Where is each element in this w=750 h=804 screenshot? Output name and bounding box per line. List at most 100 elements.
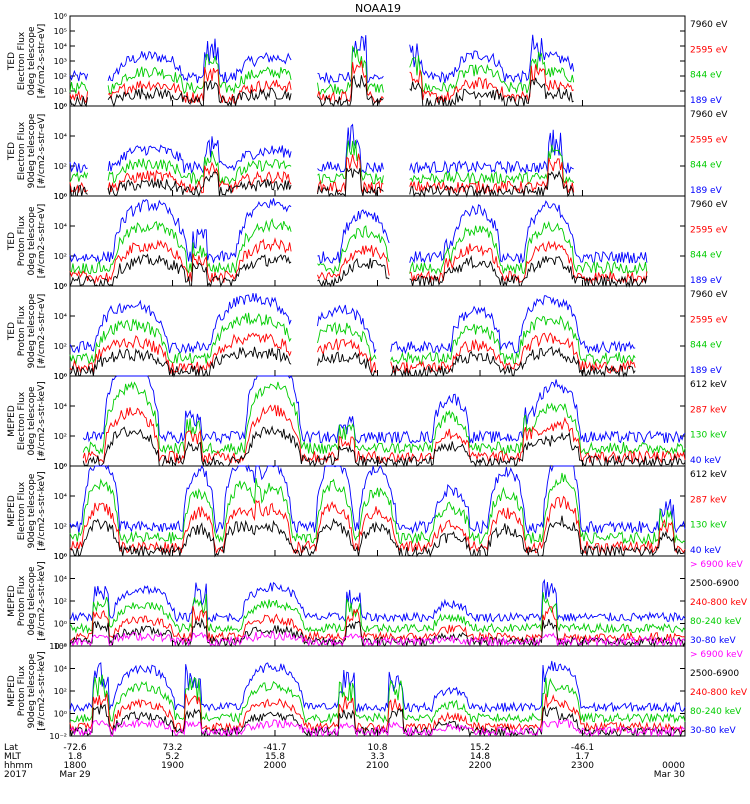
ytick-label: 10⁶ — [54, 372, 67, 381]
legend-label: 189 eV — [690, 366, 723, 376]
ytick-label: 10³ — [54, 57, 67, 66]
ytick-label: 10⁴ — [54, 312, 67, 321]
legend-label: 189 eV — [690, 96, 723, 106]
series-trace — [69, 237, 648, 285]
xaxis-hhmm: 0000 — [662, 761, 685, 771]
ylabel-line: [#/cm2-s-str-keV] — [37, 561, 47, 640]
panel-frame — [69, 195, 686, 287]
ytick-label: 10⁴ — [54, 665, 67, 674]
xaxis-mlt: 1.8 — [68, 752, 83, 762]
ytick-label: 10⁰ — [54, 620, 67, 629]
ytick-label: 10² — [54, 72, 67, 81]
legend-label: 7960 eV — [690, 20, 728, 30]
panel-6: 10⁰ 10² 10⁴ 10⁶ MEPED Electron Flux 90deg tele… — [7, 462, 727, 561]
series-trace — [69, 153, 575, 194]
legend-label: 287 keV — [690, 405, 727, 415]
series-trace — [82, 375, 686, 445]
ylabel-line: Electron Flux — [17, 391, 27, 450]
legend-label: 2595 eV — [690, 225, 728, 235]
ylabel-line: Electron Flux — [17, 481, 27, 540]
legend-label: 7960 eV — [690, 290, 728, 300]
xaxis-hhmm: 1800 — [64, 761, 87, 771]
ylabel-line: Proton Flux — [17, 305, 27, 356]
xaxis-mlt: 15.8 — [265, 752, 285, 762]
series-trace — [69, 346, 636, 378]
ytick-label: 10² — [54, 252, 67, 261]
xaxis-lat: 10.8 — [367, 743, 387, 753]
ylabel-line: TED — [7, 232, 17, 251]
series-trace — [69, 167, 575, 198]
ylabel-line: 0deg telescope — [27, 26, 37, 96]
ylabel-line: MEPED — [7, 495, 17, 527]
legend-label: 844 eV — [690, 341, 723, 351]
ytick-label: 10⁵ — [54, 27, 67, 36]
legend-label: 2595 eV — [690, 45, 728, 55]
ylabel-line: TED — [7, 322, 17, 341]
legend-label: 189 eV — [690, 276, 723, 286]
series-trace — [69, 312, 636, 366]
series-trace — [69, 578, 686, 623]
ytick-label: 10² — [54, 162, 67, 171]
ylabel-line: 0deg telescope — [27, 386, 37, 456]
panel-frame — [69, 555, 686, 647]
ylabel-line: [#/cm2-s-str-eV] — [37, 114, 47, 189]
panel-1: 10⁰ 10¹ 10² 10³ 10⁴ 10⁵ 10⁶ TED Electron Flux 0de… — [7, 12, 728, 111]
panel-7: 10⁻² 10⁰ 10² 10⁴ 10⁶ MEPED Proton Flux 0deg tel… — [7, 552, 748, 651]
ytick-label: 10⁰ — [54, 102, 67, 111]
legend-label: 30-80 keV — [690, 636, 736, 646]
xaxis-lat: 73.2 — [162, 743, 182, 753]
xaxis-hhmm: 2100 — [366, 761, 389, 771]
legend-label: 80-240 keV — [690, 617, 742, 627]
xaxis-row-label: MLT — [4, 752, 22, 762]
ytick-label: 10⁴ — [54, 402, 67, 411]
xaxis-hhmm: 2300 — [571, 761, 594, 771]
panel-frame — [69, 375, 686, 467]
ytick-label: 10⁶ — [54, 462, 67, 471]
legend-label: 287 keV — [690, 495, 727, 505]
ytick-label: 10⁴ — [54, 42, 67, 51]
ytick-label: 10⁰ — [54, 192, 67, 201]
ylabel-line: 0deg telescope — [27, 566, 37, 636]
ytick-label: 10⁻² — [49, 642, 67, 651]
ytick-label: 10⁶ — [54, 282, 67, 291]
series-trace — [69, 217, 648, 276]
legend-label: 189 eV — [690, 186, 723, 196]
xaxis-hhmm: 2200 — [469, 761, 492, 771]
xaxis-hhmm: 1900 — [161, 761, 184, 771]
xaxis-lat: -46.1 — [571, 743, 594, 753]
series-trace — [69, 293, 636, 355]
ylabel-line: [#/cm2-s-str-keV] — [37, 651, 47, 730]
ytick-label: 10⁻² — [49, 732, 67, 741]
ylabel-line: MEPED — [7, 405, 17, 437]
ytick-label: 10¹ — [54, 87, 67, 96]
ylabel-line: [#/cm2-s-str-keV] — [37, 471, 47, 550]
panel-frame — [69, 105, 686, 197]
xaxis-mlt: 3.3 — [370, 752, 384, 762]
series-trace — [82, 425, 686, 468]
xaxis-date: Mar 30 — [654, 770, 686, 780]
series-trace — [69, 515, 686, 558]
ylabel-line: 90deg telescope — [27, 113, 37, 188]
ytick-label: 10⁴ — [54, 492, 67, 501]
legend-label: 240-800 keV — [690, 688, 748, 698]
panel-5: 10⁰ 10² 10⁴ 10⁶ MEPED Electron Flux 0deg teles… — [7, 372, 727, 471]
ytick-label: 10² — [54, 342, 67, 351]
ylabel-line: 90deg telescope — [27, 653, 37, 728]
ylabel-line: Proton Flux — [17, 575, 27, 626]
series-trace — [69, 74, 574, 108]
legend-label: 80-240 keV — [690, 707, 742, 717]
legend-label: 40 keV — [690, 546, 722, 556]
legend-label: 130 keV — [690, 521, 727, 531]
legend-label: 7960 eV — [690, 200, 728, 210]
legend-label: 2500-6900 — [690, 669, 739, 679]
series-trace — [69, 140, 575, 186]
ylabel-line: MEPED — [7, 585, 17, 617]
xaxis-row-label: 2017 — [4, 770, 27, 780]
xaxis-row-label: Lat — [4, 743, 19, 753]
legend-label: 2500-6900 — [690, 579, 739, 589]
ytick-label: 10² — [54, 432, 67, 441]
ylabel-line: Proton Flux — [17, 665, 27, 716]
legend-label: 844 eV — [690, 161, 723, 171]
xaxis-lat: -72.6 — [63, 743, 87, 753]
